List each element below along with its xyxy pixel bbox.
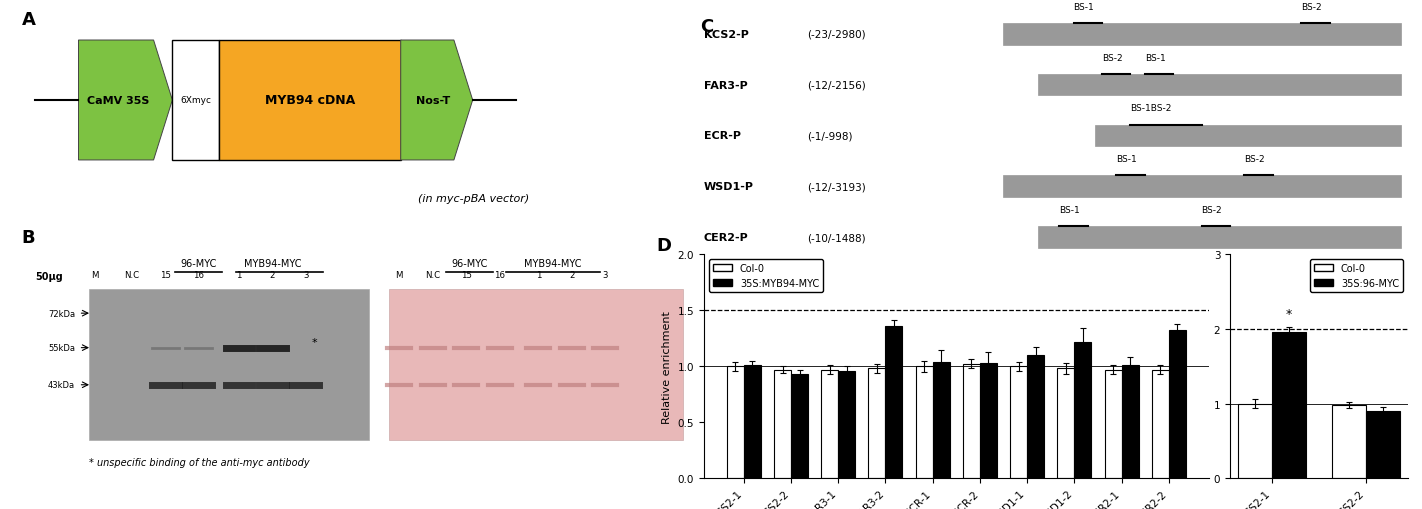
Bar	[869, 369, 886, 478]
Bar	[838, 371, 855, 478]
Text: 15: 15	[159, 270, 171, 279]
Bar	[1027, 355, 1044, 478]
Bar	[774, 370, 791, 478]
Text: 2: 2	[569, 270, 574, 279]
Text: 16: 16	[493, 270, 505, 279]
Legend: Col-0, 35S:96-MYC: Col-0, 35S:96-MYC	[1310, 260, 1404, 292]
Text: *: *	[1285, 307, 1293, 320]
Text: 72kDa: 72kDa	[48, 309, 75, 318]
Text: MYB94 cDNA: MYB94 cDNA	[264, 94, 356, 107]
Bar	[1122, 365, 1139, 478]
Bar	[963, 364, 980, 478]
Bar	[822, 370, 838, 478]
Bar	[1038, 74, 1401, 96]
Bar	[1038, 227, 1401, 248]
Bar	[1271, 332, 1305, 478]
Text: Nos-T: Nos-T	[417, 96, 451, 106]
Text: BS-2: BS-2	[1244, 155, 1266, 164]
Text: BS-1: BS-1	[1059, 206, 1081, 215]
Text: 96-MYC: 96-MYC	[181, 259, 218, 269]
Bar	[791, 374, 808, 478]
Text: BS-1: BS-1	[1145, 53, 1166, 63]
Text: 43kDa: 43kDa	[48, 381, 75, 389]
Text: 6Xmyc: 6Xmyc	[181, 96, 212, 105]
Bar	[1239, 404, 1271, 478]
Bar	[1367, 411, 1399, 478]
Bar	[1058, 369, 1075, 478]
Text: 16: 16	[193, 270, 205, 279]
Text: D: D	[656, 237, 671, 254]
Bar	[219, 41, 401, 161]
Text: FAR3-P: FAR3-P	[704, 80, 748, 91]
Text: MYB94-MYC: MYB94-MYC	[243, 259, 301, 269]
Bar	[933, 362, 950, 478]
Y-axis label: Relative enrichment: Relative enrichment	[663, 310, 673, 423]
Text: N.C: N.C	[125, 270, 139, 279]
Text: M: M	[395, 270, 402, 279]
Text: 1: 1	[536, 270, 542, 279]
Text: (-12/-3193): (-12/-3193)	[808, 182, 866, 192]
Text: M: M	[91, 270, 100, 279]
Bar	[88, 290, 370, 441]
Text: * unspecific binding of the anti-myc antibody: * unspecific binding of the anti-myc ant…	[88, 457, 309, 467]
Bar	[1332, 405, 1367, 478]
Text: 96-MYC: 96-MYC	[451, 259, 488, 269]
Text: 1: 1	[236, 270, 242, 279]
Text: B: B	[21, 229, 36, 247]
Bar	[916, 366, 933, 478]
Bar	[1003, 24, 1401, 45]
Bar	[1010, 366, 1027, 478]
Bar	[1003, 176, 1401, 198]
Text: CaMV 35S: CaMV 35S	[87, 96, 149, 106]
Bar	[1152, 370, 1169, 478]
Text: 50μg: 50μg	[36, 272, 63, 282]
Text: MYB94-MYC: MYB94-MYC	[525, 259, 582, 269]
FancyArrow shape	[78, 41, 172, 161]
Text: WSD1-P: WSD1-P	[704, 182, 754, 192]
Text: 3: 3	[303, 270, 309, 279]
Bar	[172, 41, 219, 161]
Bar	[1105, 370, 1122, 478]
Text: BS-1: BS-1	[1116, 155, 1138, 164]
Bar	[390, 290, 684, 441]
Text: A: A	[23, 11, 36, 29]
Text: ECR-P: ECR-P	[704, 131, 741, 141]
Bar	[1095, 125, 1401, 147]
Text: 15: 15	[461, 270, 472, 279]
Bar	[744, 365, 761, 478]
Text: (-23/-2980): (-23/-2980)	[808, 30, 866, 40]
Text: BS-2: BS-2	[1202, 206, 1223, 215]
Text: C: C	[701, 18, 714, 36]
Text: KCS2-P: KCS2-P	[704, 30, 749, 40]
Legend: Col-0, 35S:MYB94-MYC: Col-0, 35S:MYB94-MYC	[708, 260, 823, 292]
Text: 55kDa: 55kDa	[48, 344, 75, 352]
FancyArrow shape	[401, 41, 472, 161]
Text: CER2-P: CER2-P	[704, 233, 748, 243]
Text: BS-2: BS-2	[1102, 53, 1123, 63]
Bar	[886, 326, 903, 478]
Text: N.C: N.C	[425, 270, 441, 279]
Text: (in myc-pBA vector): (in myc-pBA vector)	[418, 193, 529, 204]
Text: BS-2: BS-2	[1301, 3, 1322, 12]
Text: (-10/-1488): (-10/-1488)	[808, 233, 866, 243]
Text: BS-1BS-2: BS-1BS-2	[1130, 104, 1172, 113]
Bar	[1169, 331, 1186, 478]
Text: 2: 2	[270, 270, 274, 279]
Text: *: *	[311, 337, 317, 348]
Text: (-1/-998): (-1/-998)	[808, 131, 852, 141]
Text: (-12/-2156): (-12/-2156)	[808, 80, 866, 91]
Text: 3: 3	[603, 270, 609, 279]
Text: BS-1: BS-1	[1074, 3, 1095, 12]
Bar	[1075, 342, 1091, 478]
Bar	[727, 366, 744, 478]
Bar	[980, 363, 997, 478]
